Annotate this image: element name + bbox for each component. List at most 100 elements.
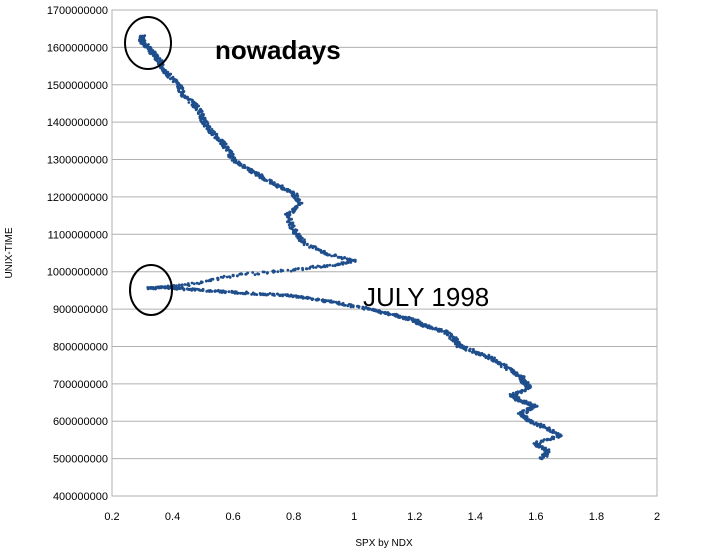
data-point — [218, 138, 222, 142]
data-point — [542, 438, 546, 441]
data-point — [378, 309, 382, 313]
data-point — [152, 287, 155, 291]
data-point — [353, 258, 356, 262]
data-point — [237, 160, 241, 164]
data-point — [199, 118, 203, 122]
x-tick-label: 0.8 — [286, 511, 301, 523]
y-tick-label: 400000000 — [53, 491, 108, 503]
data-point — [210, 127, 214, 131]
y-tick-label: 1700000000 — [47, 5, 108, 17]
data-point — [515, 371, 519, 375]
data-point — [516, 390, 520, 394]
data-point — [490, 355, 494, 359]
y-tick-label: 1300000000 — [47, 155, 108, 167]
data-point — [186, 95, 189, 99]
data-point — [279, 293, 283, 297]
data-point — [178, 284, 181, 287]
annotation-july-1998: JULY 1998 — [363, 282, 489, 312]
data-point — [211, 277, 215, 281]
data-point — [502, 363, 506, 367]
y-tick-label: 800000000 — [53, 341, 108, 353]
data-point — [230, 154, 234, 158]
data-point — [328, 263, 332, 267]
data-point — [547, 448, 551, 452]
y-tick-label: 600000000 — [53, 416, 108, 428]
y-tick-label: 1400000000 — [47, 117, 108, 129]
plot-area — [111, 9, 658, 497]
data-point — [232, 290, 236, 294]
data-point — [522, 409, 526, 412]
y-tick-label: 1200000000 — [47, 192, 108, 204]
data-point — [268, 178, 272, 182]
data-point — [164, 285, 167, 288]
data-point — [345, 257, 349, 261]
data-point — [448, 331, 452, 335]
y-tick-label: 1100000000 — [48, 229, 108, 241]
data-point — [308, 266, 312, 270]
data-point — [526, 382, 530, 386]
data-point — [335, 301, 339, 305]
data-point — [284, 293, 287, 297]
data-point — [349, 305, 353, 309]
data-point — [468, 348, 472, 352]
data-point — [201, 287, 205, 291]
data-point — [516, 412, 520, 415]
data-point — [206, 289, 210, 293]
data-point — [260, 173, 264, 177]
data-point — [246, 166, 249, 170]
data-point — [530, 403, 534, 407]
data-point — [348, 257, 352, 261]
data-point — [286, 293, 289, 296]
data-point — [339, 255, 343, 259]
data-point — [180, 284, 184, 288]
data-point — [472, 347, 475, 351]
data-point — [336, 256, 340, 259]
data-point — [303, 238, 306, 242]
data-point — [529, 419, 533, 422]
data-point — [346, 304, 350, 308]
data-point — [215, 132, 219, 136]
data-point — [174, 285, 178, 288]
data-point — [323, 264, 326, 267]
data-point — [296, 295, 300, 299]
data-point — [275, 292, 279, 296]
data-point — [291, 224, 294, 228]
data-point — [221, 139, 225, 143]
data-point — [189, 98, 192, 101]
data-point — [313, 245, 317, 249]
y-tick-label: 900000000 — [53, 304, 108, 316]
data-point — [288, 210, 292, 214]
data-point — [265, 271, 269, 275]
data-point — [525, 409, 529, 413]
data-point — [243, 165, 247, 168]
data-point — [192, 282, 196, 286]
data-point — [545, 455, 549, 458]
data-point — [499, 365, 503, 369]
data-point — [296, 232, 300, 236]
data-point — [364, 305, 368, 309]
data-point — [478, 352, 482, 356]
data-point — [182, 287, 186, 291]
data-point — [299, 235, 303, 238]
data-point — [508, 393, 512, 396]
data-point — [265, 293, 268, 297]
data-point — [343, 303, 347, 307]
data-point — [244, 291, 247, 295]
data-point — [258, 292, 262, 295]
data-point — [351, 305, 355, 309]
data-point — [253, 273, 257, 276]
data-point — [241, 292, 245, 296]
data-point — [296, 197, 300, 201]
data-point — [225, 275, 229, 279]
data-point — [522, 399, 526, 403]
data-point — [166, 70, 170, 74]
data-point — [181, 89, 185, 93]
data-point — [342, 261, 345, 264]
data-point — [183, 94, 187, 98]
data-point — [164, 68, 167, 72]
y-tick-label: 1600000000 — [47, 42, 108, 54]
data-point — [542, 423, 546, 427]
data-point — [148, 46, 152, 50]
data-point — [294, 228, 297, 232]
